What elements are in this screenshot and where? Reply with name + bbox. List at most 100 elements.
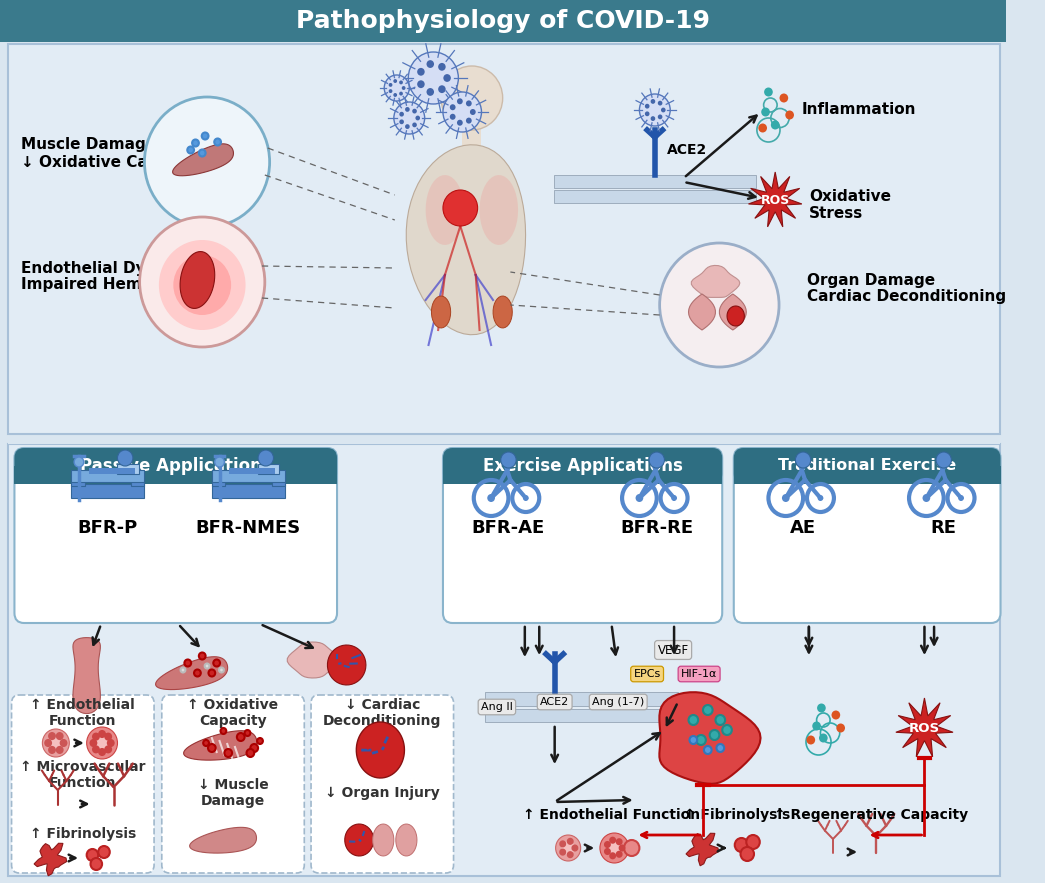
- Circle shape: [617, 839, 622, 844]
- Circle shape: [457, 120, 463, 125]
- Text: Impaired Hemostasis: Impaired Hemostasis: [21, 277, 202, 292]
- Circle shape: [449, 114, 456, 120]
- Circle shape: [958, 495, 963, 501]
- Text: ↑ Endothelial Function: ↑ Endothelial Function: [522, 808, 700, 822]
- Text: HIF-1α: HIF-1α: [681, 669, 717, 679]
- Polygon shape: [327, 645, 366, 685]
- Circle shape: [501, 452, 516, 468]
- Circle shape: [192, 140, 199, 147]
- Circle shape: [466, 117, 471, 124]
- Bar: [7, 436, 1000, 444]
- FancyBboxPatch shape: [443, 448, 722, 623]
- Text: ↓ Oxidative Capacity: ↓ Oxidative Capacity: [21, 155, 201, 170]
- Circle shape: [416, 116, 420, 120]
- Circle shape: [741, 847, 754, 861]
- Circle shape: [203, 740, 209, 746]
- Circle shape: [560, 841, 565, 847]
- Circle shape: [617, 852, 622, 857]
- Circle shape: [522, 495, 529, 501]
- Text: ROS: ROS: [761, 193, 790, 207]
- Text: Ang II: Ang II: [481, 702, 513, 712]
- Polygon shape: [748, 172, 802, 227]
- Text: ↑ Oxidative
Capacity: ↑ Oxidative Capacity: [187, 698, 279, 728]
- Bar: [272, 474, 285, 486]
- Circle shape: [257, 738, 263, 744]
- Text: AE: AE: [790, 519, 816, 537]
- Bar: [0, 0, 1006, 42]
- Polygon shape: [73, 638, 100, 713]
- Circle shape: [716, 715, 725, 725]
- Circle shape: [710, 730, 719, 740]
- Text: ↑ Microvascular
Function: ↑ Microvascular Function: [20, 760, 145, 790]
- Circle shape: [567, 839, 573, 844]
- Polygon shape: [425, 175, 464, 245]
- Circle shape: [61, 740, 67, 746]
- Circle shape: [651, 99, 655, 104]
- Circle shape: [605, 842, 610, 847]
- Text: RE: RE: [931, 519, 957, 537]
- Circle shape: [567, 852, 573, 857]
- Circle shape: [219, 668, 224, 673]
- Polygon shape: [727, 306, 744, 326]
- Circle shape: [819, 734, 828, 743]
- Circle shape: [635, 494, 644, 502]
- Circle shape: [173, 255, 231, 315]
- Circle shape: [645, 111, 650, 117]
- Polygon shape: [480, 175, 518, 245]
- Circle shape: [640, 94, 670, 126]
- Polygon shape: [356, 722, 404, 778]
- Circle shape: [443, 74, 450, 82]
- Circle shape: [649, 452, 665, 468]
- Circle shape: [389, 83, 393, 87]
- Circle shape: [106, 746, 111, 752]
- Circle shape: [258, 450, 274, 466]
- Circle shape: [782, 494, 790, 502]
- Circle shape: [199, 653, 206, 660]
- Circle shape: [199, 149, 206, 156]
- Circle shape: [247, 749, 254, 757]
- Bar: [7, 444, 1000, 876]
- Circle shape: [610, 838, 616, 842]
- Circle shape: [764, 87, 773, 96]
- Circle shape: [399, 80, 403, 85]
- Circle shape: [93, 746, 99, 752]
- Circle shape: [605, 849, 610, 854]
- Circle shape: [795, 452, 811, 468]
- Polygon shape: [180, 252, 214, 308]
- Circle shape: [746, 835, 760, 849]
- Circle shape: [98, 846, 110, 858]
- Text: ↓ Muscle
Damage: ↓ Muscle Damage: [198, 778, 269, 808]
- Text: Ang (1-7): Ang (1-7): [593, 697, 645, 707]
- FancyBboxPatch shape: [162, 695, 304, 873]
- Circle shape: [45, 740, 51, 746]
- Polygon shape: [34, 843, 67, 876]
- Text: Traditional Exercise: Traditional Exercise: [779, 458, 956, 473]
- FancyBboxPatch shape: [15, 448, 338, 484]
- Bar: [485, 708, 678, 722]
- Polygon shape: [407, 145, 526, 335]
- Circle shape: [573, 846, 577, 850]
- Polygon shape: [373, 824, 394, 856]
- Circle shape: [385, 75, 410, 101]
- FancyBboxPatch shape: [15, 448, 338, 623]
- Polygon shape: [692, 266, 740, 298]
- Circle shape: [43, 729, 69, 757]
- Bar: [443, 466, 722, 484]
- Text: ↑ Regenerative Capacity: ↑ Regenerative Capacity: [774, 808, 969, 822]
- Circle shape: [807, 736, 815, 744]
- Bar: [89, 468, 135, 474]
- Bar: [462, 128, 482, 148]
- Text: ↑ Endothelial
Function: ↑ Endothelial Function: [30, 698, 135, 728]
- Text: BFR-AE: BFR-AE: [472, 519, 545, 537]
- Circle shape: [449, 104, 456, 110]
- Bar: [71, 470, 144, 482]
- Circle shape: [87, 727, 117, 759]
- Text: Oxidative
Stress: Oxidative Stress: [809, 189, 891, 222]
- Circle shape: [214, 457, 225, 467]
- Polygon shape: [189, 827, 256, 853]
- Circle shape: [94, 734, 111, 751]
- Polygon shape: [686, 834, 719, 866]
- Circle shape: [817, 495, 823, 501]
- Circle shape: [56, 747, 63, 753]
- Circle shape: [722, 725, 731, 735]
